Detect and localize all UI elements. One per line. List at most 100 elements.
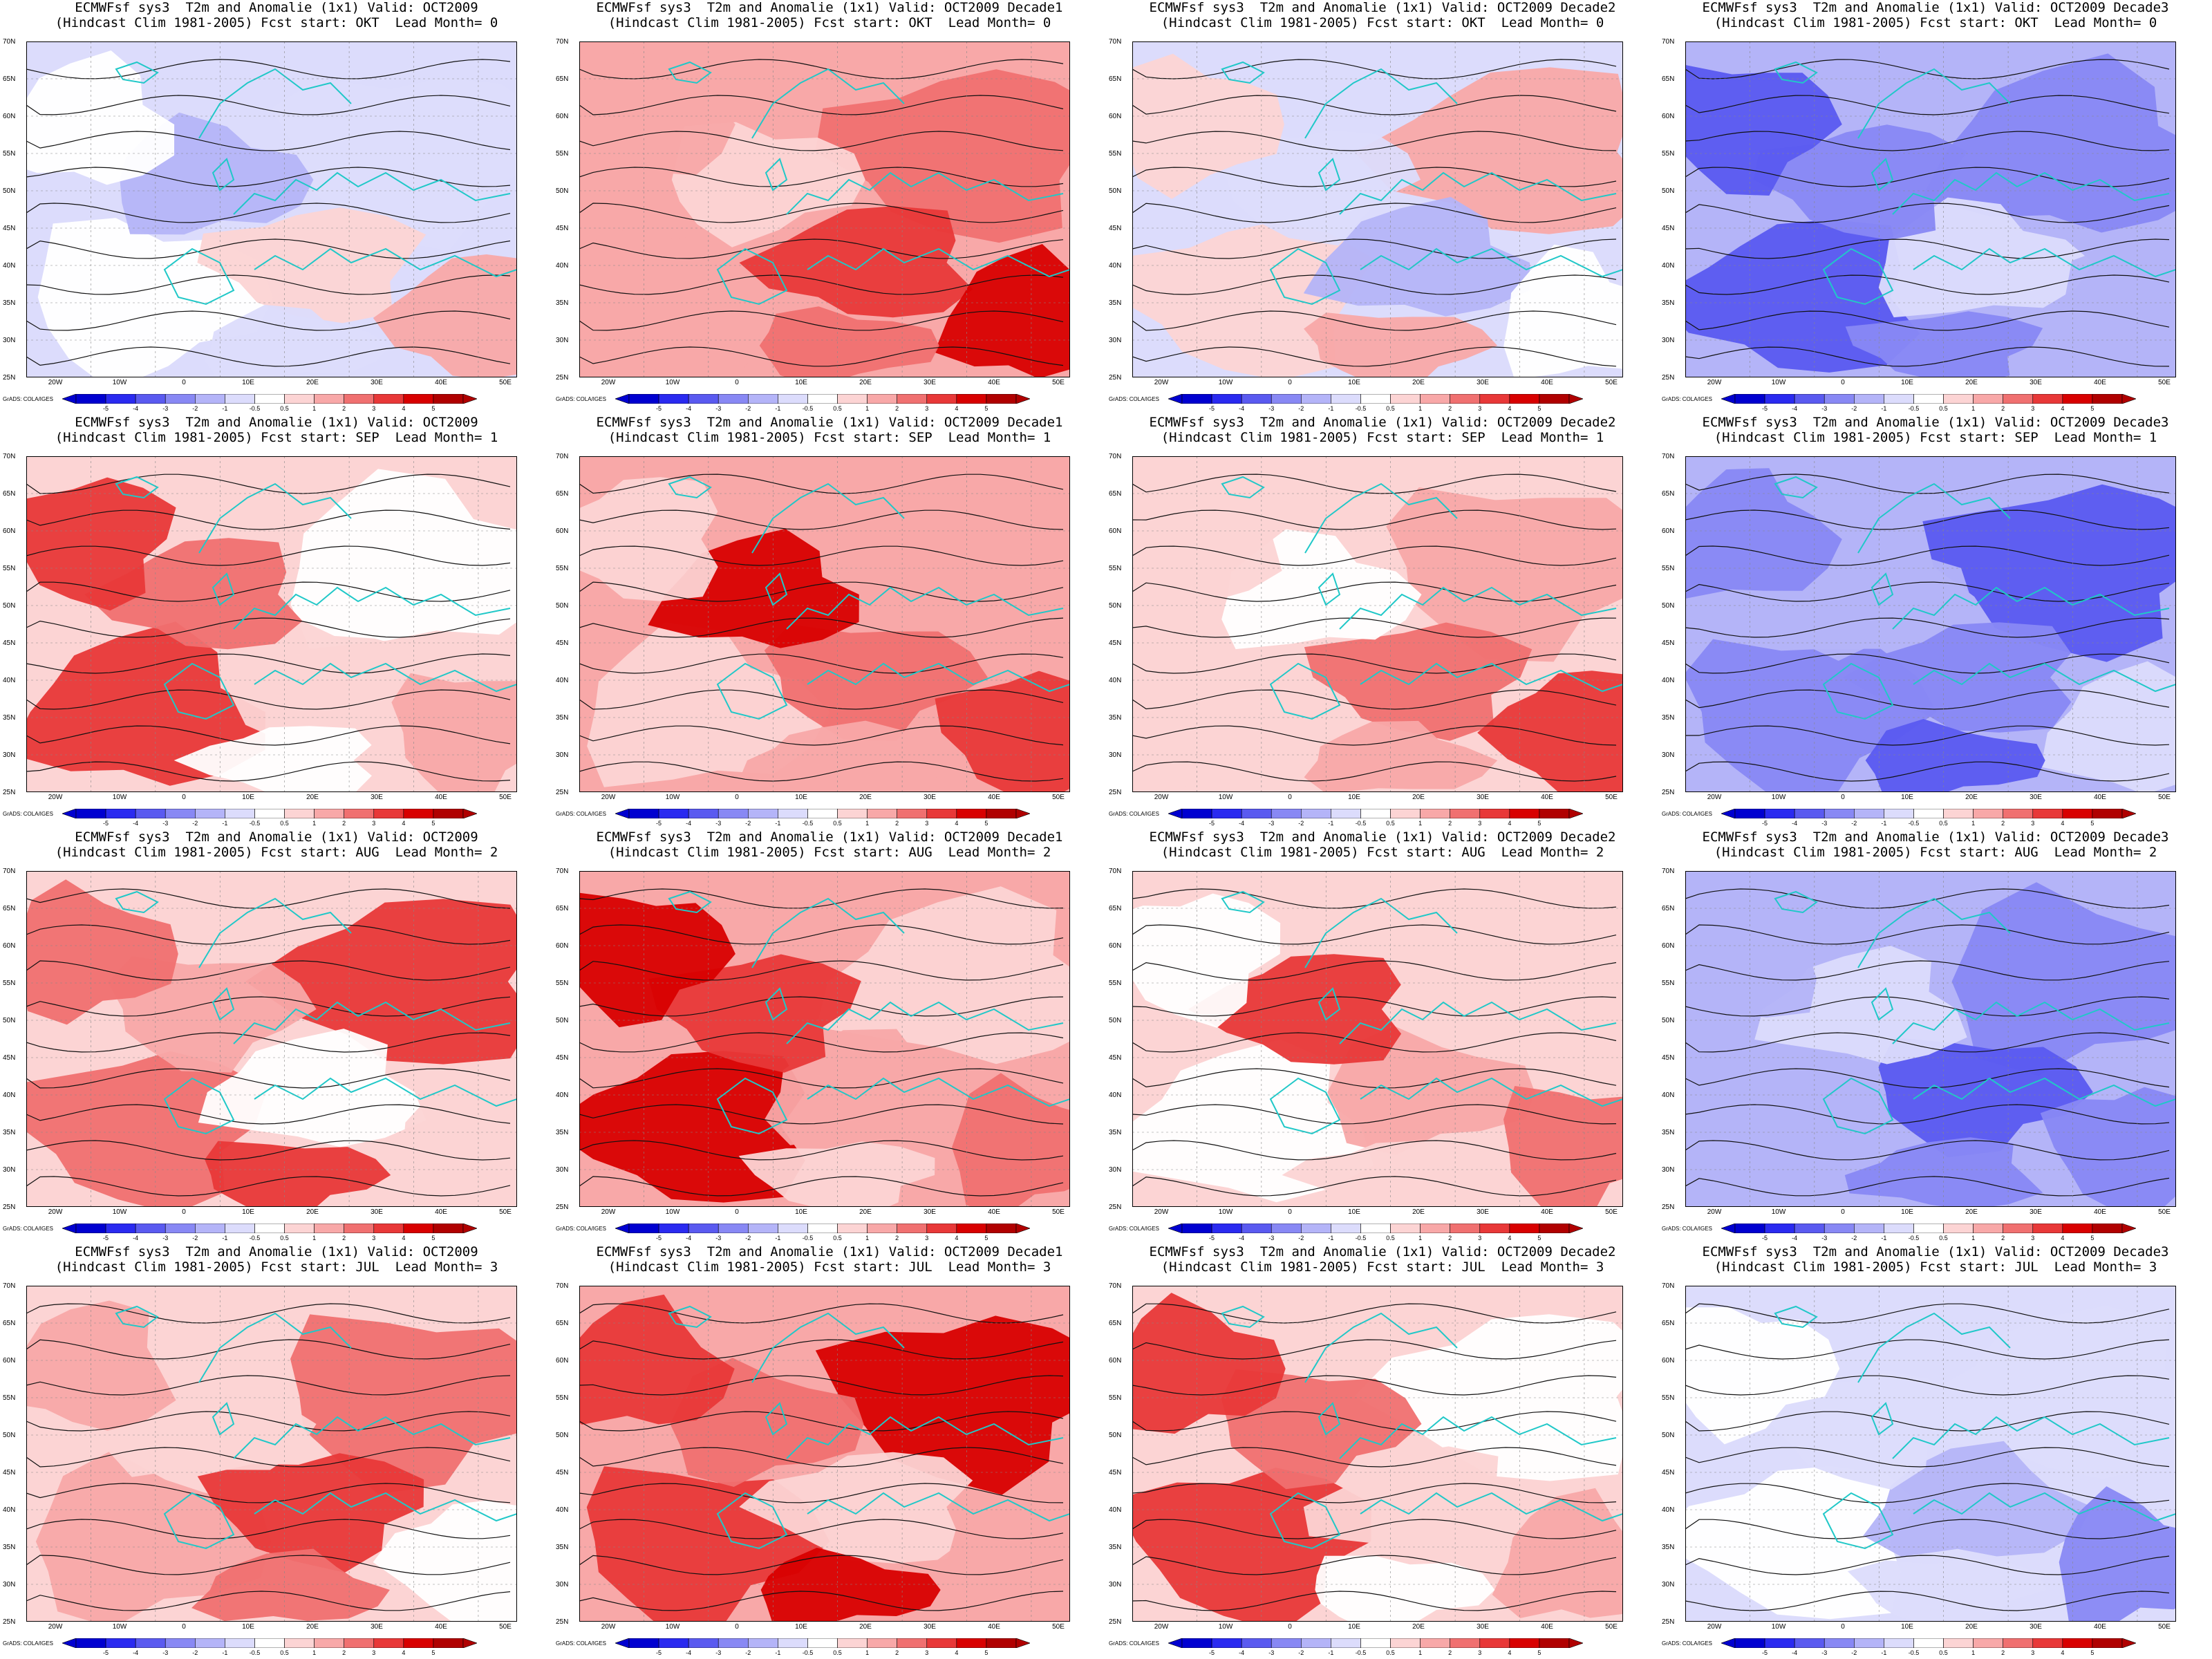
anomaly-region bbox=[1921, 1305, 2176, 1479]
anomaly-region bbox=[760, 1548, 941, 1622]
colorbar-max-arrow bbox=[462, 1638, 477, 1648]
colorbar-tick-label: -0.5 bbox=[802, 405, 814, 412]
colorbar bbox=[615, 394, 1030, 404]
temperature-contour bbox=[1685, 1068, 2170, 1089]
colorbar-tick-label: 1 bbox=[1418, 1235, 1423, 1241]
colorbar-ticks: -5 -4 -3 -2 -1 -0.5 0.5 1 2 3 4 5 bbox=[615, 1235, 1030, 1243]
coastline bbox=[1871, 572, 1894, 606]
colorbar-segment bbox=[1450, 1224, 1481, 1233]
colorbar-segment bbox=[1181, 1224, 1212, 1233]
latitude-label: 70N bbox=[1662, 868, 1675, 875]
colorbar-segment bbox=[314, 1224, 344, 1233]
colorbar-tick-label: 3 bbox=[925, 820, 929, 827]
latitude-label: 55N bbox=[1109, 980, 1122, 987]
latitude-label: 65N bbox=[3, 905, 16, 912]
colorbar-segment bbox=[1509, 809, 1540, 818]
colorbar-tick-label: 5 bbox=[431, 405, 435, 412]
colorbar-tick-label: -2 bbox=[192, 1649, 198, 1656]
colorbar-segment bbox=[1824, 1224, 1855, 1233]
latitude-label: 60N bbox=[3, 942, 16, 950]
colorbar-segment bbox=[897, 394, 928, 404]
colorbar-tick-label: 1 bbox=[1971, 1649, 1976, 1656]
latitude-label: 60N bbox=[1662, 942, 1675, 950]
grads-credit: GrADS: COLA/IGES bbox=[1662, 1226, 1712, 1232]
colorbar-tick-label: 2 bbox=[1448, 1235, 1452, 1241]
latitude-label: 35N bbox=[3, 1129, 16, 1136]
coastline bbox=[765, 987, 788, 1021]
temperature-contour bbox=[579, 95, 1064, 115]
colorbar-segment bbox=[1181, 809, 1212, 818]
colorbar-ticks: -5 -4 -3 -2 -1 -0.5 0.5 1 2 3 4 5 bbox=[1721, 405, 2136, 413]
grads-credit: GrADS: COLA/IGES bbox=[1662, 1640, 1712, 1647]
colorbar-tick-label: -5 bbox=[1762, 1649, 1768, 1656]
temperature-contour bbox=[1132, 1555, 1617, 1575]
colorbar-segment bbox=[867, 1224, 897, 1233]
colorbar-ticks: -5 -4 -3 -2 -1 -0.5 0.5 1 2 3 4 5 bbox=[62, 405, 477, 413]
longitude-label: 10W bbox=[1771, 794, 1786, 801]
temperature-contour bbox=[579, 545, 1064, 566]
temperature-contour bbox=[26, 1411, 511, 1432]
colorbar-segment bbox=[373, 394, 404, 404]
grads-credit: GrADS: COLA/IGES bbox=[3, 1226, 53, 1232]
coastline bbox=[807, 1077, 1070, 1107]
colorbar-segment bbox=[1301, 809, 1331, 818]
colorbar-tick-label: -1 bbox=[222, 820, 228, 827]
coastline bbox=[1913, 247, 2176, 278]
colorbar-tick-label: -3 bbox=[1268, 1235, 1275, 1241]
colorbar-segment bbox=[1854, 1224, 1884, 1233]
coastline bbox=[1304, 897, 1458, 968]
colorbar-segment bbox=[1181, 1638, 1212, 1648]
forecast-panel: ECMWFsf sys3 T2m and Anomalie (1x1) Vali… bbox=[0, 415, 553, 830]
longitude-label: 40E bbox=[435, 1208, 447, 1216]
longitude-label: 20E bbox=[859, 379, 872, 386]
colorbar-segment bbox=[778, 1638, 808, 1648]
coastline bbox=[1774, 890, 1818, 914]
latitude-label: 45N bbox=[556, 1469, 569, 1477]
colorbar-tick-label: 3 bbox=[372, 1649, 376, 1656]
longitude-label: 10W bbox=[665, 1623, 680, 1631]
colorbar-tick-label: -2 bbox=[1851, 1235, 1857, 1241]
anomaly-region bbox=[1304, 720, 1498, 792]
colorbar-segment bbox=[254, 1224, 285, 1233]
latitude-label: 40N bbox=[556, 1506, 569, 1514]
latitude-label: 30N bbox=[556, 1581, 569, 1588]
colorbar-segment bbox=[926, 394, 957, 404]
coastline bbox=[668, 61, 712, 84]
colorbar-segment bbox=[748, 809, 778, 818]
longitude-label: 40E bbox=[2094, 1208, 2106, 1216]
colorbar-segment bbox=[1539, 1224, 1570, 1233]
colorbar-tick-label: 4 bbox=[402, 1649, 406, 1656]
latitude-label: 50N bbox=[556, 602, 569, 610]
forecast-panel: ECMWFsf sys3 T2m and Anomalie (1x1) Vali… bbox=[553, 0, 1106, 415]
colorbar-min-arrow bbox=[62, 394, 77, 404]
panel-title-line1: ECMWFsf sys3 T2m and Anomalie (1x1) Vali… bbox=[75, 1244, 478, 1259]
latitude-label: 50N bbox=[1109, 1432, 1122, 1439]
latitude-label: 30N bbox=[1109, 337, 1122, 344]
colorbar-segment bbox=[837, 1224, 868, 1233]
temperature-contour bbox=[1685, 1140, 2170, 1161]
colorbar-tick-label: -1 bbox=[1881, 1649, 1887, 1656]
anomaly-region bbox=[1303, 196, 1530, 317]
temperature-contour bbox=[1685, 310, 2170, 331]
colorbar-tick-label: 5 bbox=[984, 820, 988, 827]
longitude-label: 0 bbox=[182, 1623, 186, 1631]
anomaly-region bbox=[205, 305, 391, 377]
latitude-label: 50N bbox=[3, 187, 16, 195]
colorbar-tick-label: 1 bbox=[865, 1649, 870, 1656]
colorbar-min-arrow bbox=[1168, 1638, 1183, 1648]
panel-title: ECMWFsf sys3 T2m and Anomalie (1x1) Vali… bbox=[1106, 830, 1659, 860]
colorbar-segment bbox=[718, 1224, 749, 1233]
coastline bbox=[1360, 1492, 1623, 1522]
latitude-label: 60N bbox=[1662, 527, 1675, 535]
latitude-label: 60N bbox=[556, 942, 569, 950]
colorbar-tick-label: 5 bbox=[984, 1649, 988, 1656]
latitude-label: 50N bbox=[1109, 1017, 1122, 1024]
latitude-label: 65N bbox=[1662, 75, 1675, 83]
map-frame bbox=[1132, 871, 1623, 1207]
colorbar bbox=[1721, 394, 2136, 404]
coastline bbox=[163, 1492, 235, 1550]
latitude-label: 50N bbox=[1662, 1432, 1675, 1439]
map-frame bbox=[1685, 456, 2176, 792]
temperature-contour bbox=[1685, 274, 2170, 295]
latitude-label: 65N bbox=[3, 75, 16, 83]
